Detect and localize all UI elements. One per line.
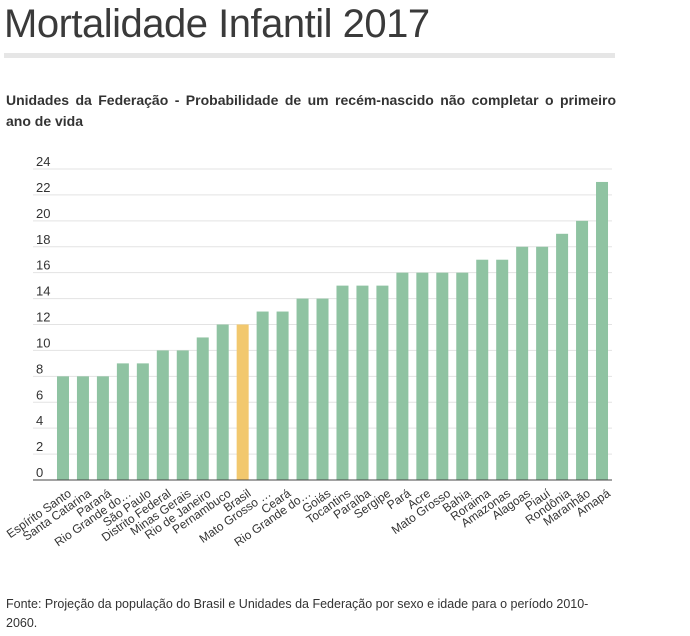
y-tick-label: 14 [36, 284, 50, 299]
bar[interactable] [576, 220, 589, 480]
y-tick-label: 20 [36, 206, 50, 221]
y-tick-label: 2 [36, 439, 43, 454]
bar[interactable] [416, 272, 429, 480]
y-tick-label: 22 [36, 180, 50, 195]
y-tick-label: 18 [36, 232, 50, 247]
chart-title: Mortalidade Infantil 2017 [4, 2, 430, 46]
bar[interactable] [436, 272, 449, 480]
y-tick-label: 6 [36, 387, 43, 402]
bar[interactable] [376, 285, 389, 480]
bar[interactable] [156, 350, 169, 480]
bar[interactable] [316, 298, 329, 480]
bar[interactable] [276, 311, 289, 480]
bar[interactable] [56, 376, 69, 480]
chart-subtitle: Unidades da Federação - Probabilidade de… [6, 92, 616, 129]
bar[interactable] [356, 285, 369, 480]
y-tick-label: 0 [36, 465, 43, 480]
bar[interactable] [336, 285, 349, 480]
bar[interactable] [136, 363, 149, 480]
bar[interactable] [96, 376, 109, 480]
bar[interactable] [396, 272, 409, 480]
source-note: Fonte: Projeção da população do Brasil e… [6, 597, 589, 630]
bar[interactable] [76, 376, 89, 480]
y-tick-label: 16 [36, 258, 50, 273]
bar[interactable] [216, 324, 229, 481]
bar[interactable] [536, 246, 549, 480]
bar[interactable] [176, 350, 189, 480]
y-tick-label: 12 [36, 310, 50, 325]
y-tick-label: 8 [36, 361, 43, 376]
bar[interactable] [116, 363, 129, 480]
bar[interactable] [516, 246, 529, 480]
bar[interactable] [196, 337, 209, 480]
bar[interactable] [296, 298, 309, 480]
bar[interactable] [556, 233, 569, 480]
y-tick-label: 4 [36, 413, 43, 428]
title-divider [4, 53, 615, 58]
bar[interactable] [596, 181, 609, 481]
bar[interactable] [256, 311, 269, 480]
bar[interactable] [456, 272, 469, 480]
y-tick-label: 24 [36, 155, 50, 169]
bar[interactable] [236, 324, 249, 481]
bars [56, 181, 609, 481]
bar[interactable] [496, 259, 509, 480]
bar[interactable] [476, 259, 489, 480]
y-tick-label: 10 [36, 335, 50, 350]
